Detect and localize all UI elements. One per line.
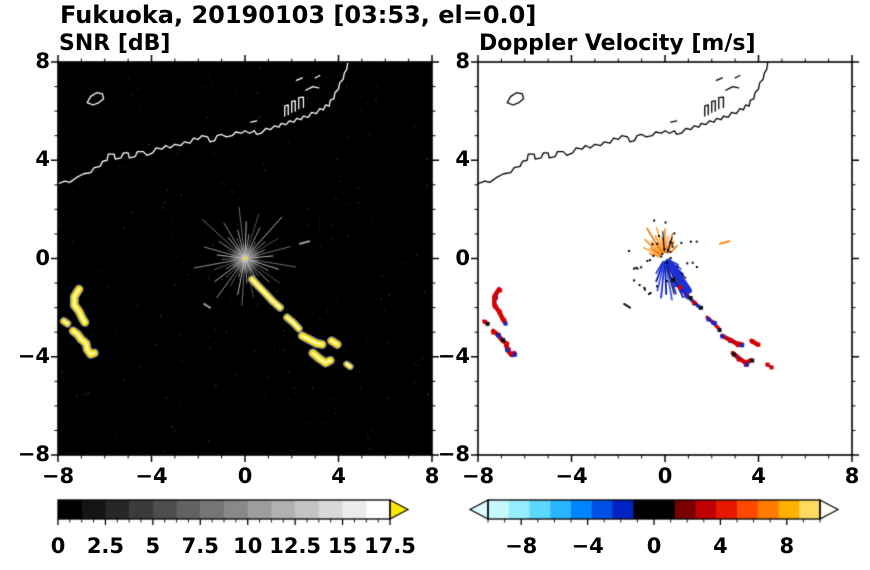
x-tick-label: 4 — [751, 464, 766, 488]
x-tick-label: −4 — [135, 464, 168, 488]
figure-title: Fukuoka, 20190103 [03:53, el=0.0] — [60, 1, 537, 29]
velocity-colorbar-label: 8 — [779, 534, 795, 558]
snr-colorbar-label: 5 — [145, 534, 161, 558]
snr-colorbar-label: 12.5 — [269, 534, 322, 558]
snr-colorbar-label: 10 — [233, 534, 263, 558]
y-tick-label: 8 — [455, 49, 470, 73]
panel-title-snr: SNR [dB] — [59, 31, 171, 56]
snr-plot-canvas — [48, 52, 442, 465]
y-tick-label: −4 — [17, 343, 50, 368]
y-tick-label: 4 — [455, 147, 470, 172]
snr-colorbar-label: 2.5 — [86, 534, 125, 558]
snr-colorbar-label: 17.5 — [364, 534, 416, 558]
velocity-colorbar-canvas — [468, 496, 848, 540]
x-tick-label: 8 — [844, 464, 860, 488]
x-tick-label: 0 — [237, 464, 253, 488]
y-tick-label: 0 — [455, 245, 470, 270]
y-tick-label: 8 — [35, 49, 50, 73]
x-tick-label: −8 — [41, 464, 75, 488]
x-tick-label: −4 — [555, 464, 588, 488]
y-tick-label: −4 — [437, 343, 470, 368]
velocity-colorbar-label: 4 — [713, 534, 728, 558]
velocity-colorbar-label: −4 — [571, 534, 604, 558]
y-tick-label: −8 — [17, 442, 50, 466]
velocity-plot-canvas — [468, 52, 862, 465]
x-tick-label: −8 — [461, 464, 495, 488]
y-tick-label: −8 — [437, 442, 470, 466]
x-tick-label: 8 — [424, 464, 440, 488]
x-tick-label: 4 — [331, 464, 346, 488]
velocity-colorbar-label: −8 — [505, 534, 538, 558]
y-tick-label: 4 — [35, 147, 50, 172]
snr-colorbar-label: 15 — [327, 534, 358, 558]
velocity-colorbar-label: 0 — [646, 534, 662, 558]
snr-colorbar-label: 0 — [50, 534, 66, 558]
y-tick-label: 0 — [35, 245, 50, 270]
snr-colorbar-canvas — [48, 496, 428, 540]
panel-title-velocity: Doppler Velocity [m/s] — [479, 31, 756, 56]
snr-colorbar-label: 7.5 — [181, 534, 219, 558]
x-tick-label: 0 — [657, 464, 673, 488]
